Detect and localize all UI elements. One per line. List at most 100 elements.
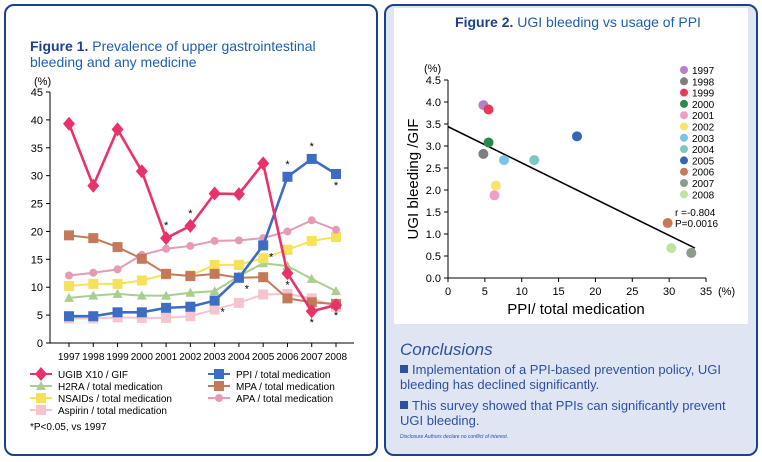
legend-marker xyxy=(680,111,688,120)
x-tick-label: 1997 xyxy=(58,352,81,363)
bullet-square-icon xyxy=(400,401,408,409)
legend-label: Aspirin / total medication xyxy=(58,406,167,417)
data-point xyxy=(161,290,172,300)
legend-label: NSAIDs / total medication xyxy=(58,394,172,405)
legend-marker xyxy=(36,381,46,390)
significance-star: * xyxy=(188,208,193,220)
x-tick-label: 35 xyxy=(700,286,712,298)
data-point xyxy=(330,298,342,313)
x-tick-label: 2003 xyxy=(204,352,227,363)
x-tick-label: 2005 xyxy=(252,352,275,363)
data-point xyxy=(112,307,123,318)
data-point xyxy=(136,290,147,300)
data-point xyxy=(184,218,197,233)
data-point xyxy=(112,242,123,253)
data-point xyxy=(113,265,122,274)
data-point xyxy=(306,273,317,283)
data-point xyxy=(88,290,99,300)
scatter-point xyxy=(572,131,582,142)
x-tick-label: 15 xyxy=(552,286,564,298)
legend-marker xyxy=(36,393,46,403)
data-point xyxy=(258,253,269,264)
legend-label: 2002 xyxy=(692,123,715,134)
data-point xyxy=(210,236,219,245)
data-point xyxy=(331,232,341,243)
data-point xyxy=(136,307,147,318)
stat-r: r =-0.804 xyxy=(675,208,716,219)
x-tick-label: 30 xyxy=(663,286,675,298)
data-point xyxy=(160,231,173,246)
data-point xyxy=(185,287,196,297)
y-tick-label: 45 xyxy=(31,87,43,99)
legend-marker xyxy=(680,99,688,108)
data-point xyxy=(112,312,123,323)
data-point xyxy=(88,311,99,322)
x-tick-label: 2000 xyxy=(131,352,154,363)
significance-star: * xyxy=(164,220,169,232)
y-tick-label: 1.0 xyxy=(426,229,441,241)
legend-label: MPA / total medication xyxy=(236,382,335,393)
data-point xyxy=(209,286,220,296)
data-point xyxy=(162,244,171,253)
conclusion-text-1: Implementation of a PPI-based prevention… xyxy=(400,362,722,392)
legend-label: 2001 xyxy=(692,111,715,122)
y-tick-label: 15 xyxy=(31,254,43,266)
data-point xyxy=(136,253,147,264)
scatter-point xyxy=(478,148,489,159)
stat-p: P=0.0016 xyxy=(675,219,719,230)
figure2-chart: (%) 0.0 0.5 1.0 1.5 2.0 2.5 3.0 3.5 4.0 4.5 0 5 10 15 2… xyxy=(405,63,735,318)
x-tick-label: 2007 xyxy=(301,352,324,363)
data-point xyxy=(282,171,293,182)
data-point xyxy=(233,272,244,283)
scatter-point xyxy=(686,247,697,258)
y-axis-unit-label: (%) xyxy=(424,63,441,75)
data-point xyxy=(306,297,317,308)
data-point xyxy=(89,268,98,277)
figure1-title-text: Prevalence of upper gastrointestinal ble… xyxy=(30,38,316,70)
data-point xyxy=(111,122,124,137)
figure1-title: Figure 1. Prevalence of upper gastrointe… xyxy=(30,38,370,70)
y-tick-label: 10 xyxy=(31,282,43,294)
data-point xyxy=(232,187,245,202)
y-tick-label: 2.5 xyxy=(426,163,441,175)
legend-label: 2000 xyxy=(692,100,715,111)
data-point xyxy=(332,225,340,234)
y-tick-label: 20 xyxy=(31,226,43,238)
x-axis-title: PPI/ total medication xyxy=(507,301,645,318)
significance-star: * xyxy=(285,159,290,171)
legend-marker xyxy=(680,190,688,199)
legend-marker xyxy=(214,381,224,391)
data-point xyxy=(305,304,318,319)
legend-label: 1998 xyxy=(692,77,715,88)
conclusions-heading: Conclusions xyxy=(400,340,493,359)
data-point xyxy=(186,241,195,250)
series-line-2 xyxy=(68,262,337,299)
significance-star: * xyxy=(334,310,339,322)
x-tick-label: 2002 xyxy=(179,352,202,363)
data-point xyxy=(64,281,74,292)
data-point xyxy=(136,312,147,323)
significance-star: * xyxy=(245,284,250,296)
y-tick-label: 30 xyxy=(31,171,43,183)
figure2-panel: Figure 2. UGI bleeding vs usage of PPI (… xyxy=(384,4,758,456)
data-point xyxy=(64,311,74,322)
data-point xyxy=(135,164,148,179)
legend-marker xyxy=(680,122,688,131)
data-point xyxy=(209,268,220,279)
y-tick-label: 3.0 xyxy=(426,141,441,153)
x-tick-label: 2004 xyxy=(228,352,251,363)
legend-label: UGIB X10 / GIF xyxy=(58,370,128,381)
figure2-title: Figure 2. UGI bleeding vs usage of PPI xyxy=(418,14,738,30)
data-point xyxy=(185,311,196,322)
legend-marker xyxy=(680,66,688,74)
significance-star: * xyxy=(285,279,290,291)
data-point xyxy=(185,301,196,312)
x-tick-label: 5 xyxy=(482,286,488,298)
data-point xyxy=(64,230,74,241)
data-point xyxy=(282,244,293,255)
x-tick-label: 25 xyxy=(626,286,638,298)
y-tick-label: 0.0 xyxy=(426,273,441,285)
data-point xyxy=(307,216,316,225)
figure1-footnote: *P<0.05, vs 1997 xyxy=(30,422,107,433)
